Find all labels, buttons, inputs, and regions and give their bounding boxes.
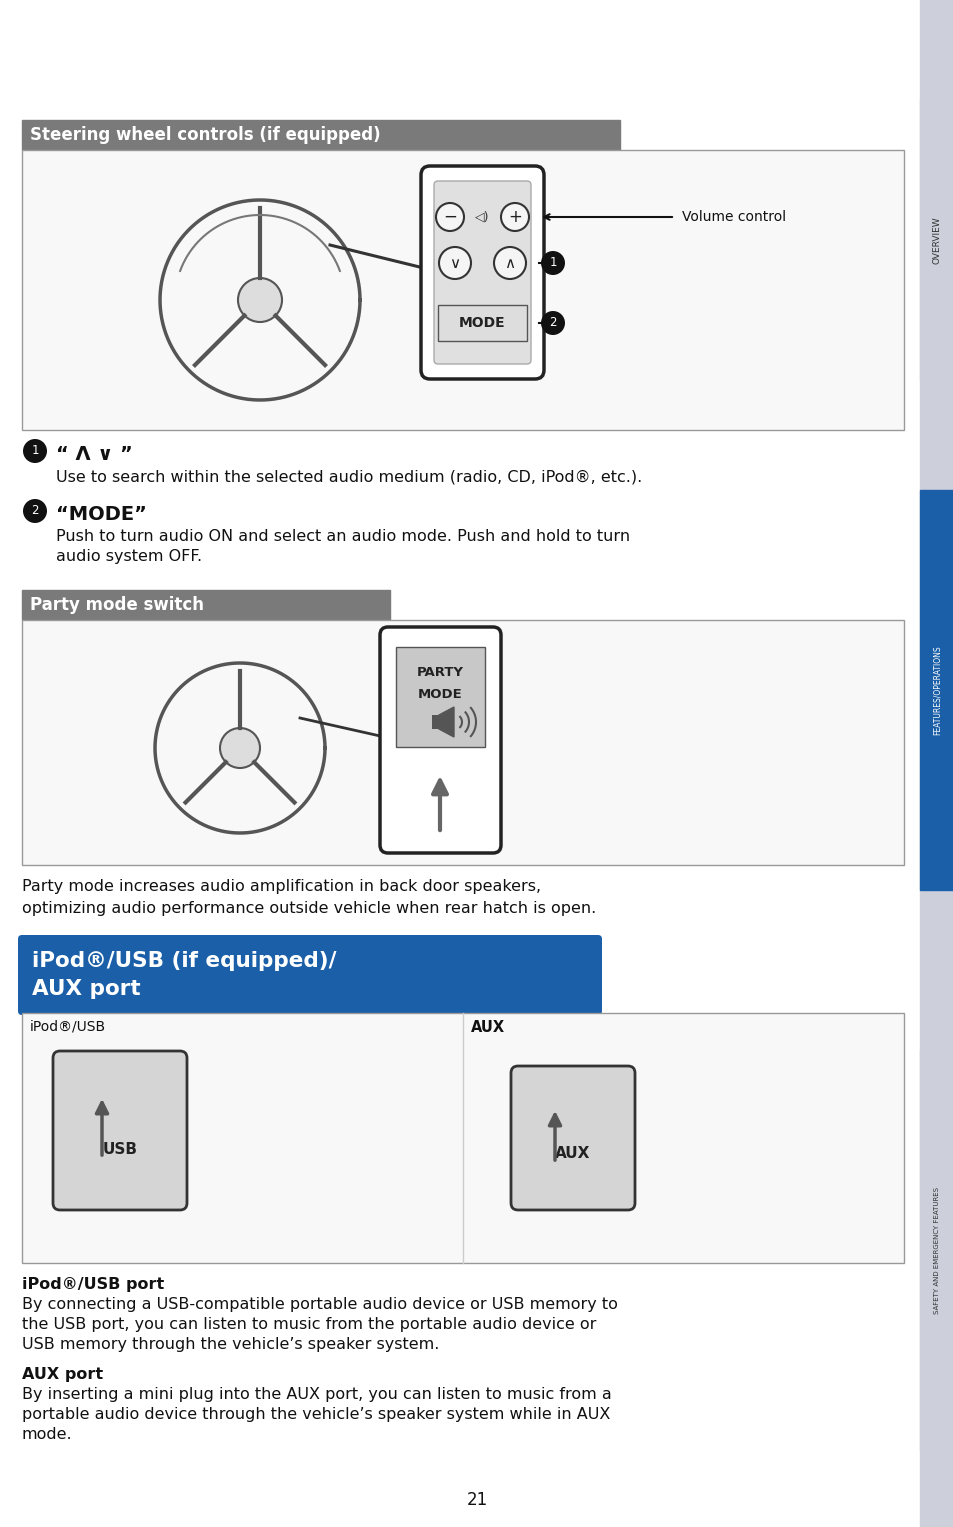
- Bar: [395, 647, 484, 747]
- Text: +: +: [508, 208, 521, 226]
- Text: mode.: mode.: [22, 1428, 72, 1441]
- Circle shape: [237, 278, 282, 322]
- Text: PARTY: PARTY: [416, 666, 463, 680]
- Text: SAFETY AND EMERGENCY FEATURES: SAFETY AND EMERGENCY FEATURES: [933, 1186, 939, 1313]
- Text: FEATURES/OPERATIONS: FEATURES/OPERATIONS: [931, 646, 941, 734]
- Circle shape: [436, 203, 463, 231]
- Text: Party mode switch: Party mode switch: [30, 596, 204, 614]
- Text: MODE: MODE: [458, 316, 505, 330]
- Text: By inserting a mini plug into the AUX port, you can listen to music from a: By inserting a mini plug into the AUX po…: [22, 1387, 611, 1402]
- Text: iPod®/USB (if equipped)/: iPod®/USB (if equipped)/: [32, 951, 336, 971]
- Bar: [919, 1051, 953, 1451]
- Text: Use to search within the selected audio medium (radio, CD, iPod®, etc.).: Use to search within the selected audio …: [56, 469, 641, 484]
- Text: ∧: ∧: [504, 257, 515, 272]
- Text: Party mode increases audio amplification in back door speakers,: Party mode increases audio amplification…: [22, 880, 540, 893]
- Text: audio system OFF.: audio system OFF.: [56, 550, 202, 563]
- Text: 2: 2: [31, 504, 39, 518]
- Bar: [22, 620, 903, 864]
- Text: iPod®/USB: iPod®/USB: [30, 1020, 106, 1034]
- Bar: [919, 490, 953, 890]
- Text: AUX: AUX: [555, 1145, 590, 1161]
- Bar: [22, 150, 903, 431]
- FancyBboxPatch shape: [420, 166, 543, 379]
- FancyBboxPatch shape: [434, 182, 531, 363]
- Text: AUX port: AUX port: [32, 979, 140, 999]
- Bar: [437, 305, 526, 341]
- Circle shape: [23, 438, 47, 463]
- Bar: [432, 715, 438, 728]
- Text: “ Λ ∨ ”: “ Λ ∨ ”: [56, 444, 132, 464]
- Circle shape: [23, 499, 47, 524]
- Text: 1: 1: [31, 444, 39, 458]
- Bar: [22, 589, 390, 620]
- Circle shape: [500, 203, 529, 231]
- Text: iPod®/USB port: iPod®/USB port: [22, 1277, 164, 1292]
- Text: Volume control: Volume control: [681, 211, 785, 224]
- Bar: [22, 121, 619, 150]
- Circle shape: [494, 247, 525, 279]
- Text: the USB port, you can listen to music from the portable audio device or: the USB port, you can listen to music fr…: [22, 1316, 596, 1332]
- Bar: [919, 0, 953, 1527]
- Text: OVERVIEW: OVERVIEW: [931, 217, 941, 264]
- Text: ◁): ◁): [475, 211, 489, 223]
- Text: AUX: AUX: [471, 1020, 504, 1034]
- FancyBboxPatch shape: [511, 1066, 635, 1209]
- Circle shape: [220, 728, 260, 768]
- Text: portable audio device through the vehicle’s speaker system while in AUX: portable audio device through the vehicl…: [22, 1406, 610, 1422]
- Text: 1: 1: [549, 257, 557, 269]
- FancyBboxPatch shape: [18, 935, 601, 1015]
- Circle shape: [540, 250, 564, 275]
- Text: USB: USB: [102, 1142, 137, 1157]
- Text: “MODE”: “MODE”: [56, 505, 147, 524]
- Polygon shape: [438, 707, 454, 738]
- Circle shape: [540, 312, 564, 334]
- Text: −: −: [442, 208, 456, 226]
- FancyBboxPatch shape: [53, 1051, 187, 1209]
- Bar: [919, 99, 953, 380]
- Text: By connecting a USB-compatible portable audio device or USB memory to: By connecting a USB-compatible portable …: [22, 1296, 618, 1312]
- Text: Push to turn audio ON and select an audio mode. Push and hold to turn: Push to turn audio ON and select an audi…: [56, 528, 630, 544]
- Text: 21: 21: [466, 1490, 487, 1509]
- Text: optimizing audio performance outside vehicle when rear hatch is open.: optimizing audio performance outside veh…: [22, 901, 596, 916]
- Text: 2: 2: [549, 316, 557, 330]
- Text: USB memory through the vehicle’s speaker system.: USB memory through the vehicle’s speaker…: [22, 1338, 439, 1351]
- Circle shape: [438, 247, 471, 279]
- Text: ∨: ∨: [449, 257, 460, 272]
- FancyBboxPatch shape: [379, 628, 500, 854]
- Text: Steering wheel controls (if equipped): Steering wheel controls (if equipped): [30, 127, 380, 144]
- Bar: [22, 1012, 903, 1263]
- Text: MODE: MODE: [417, 687, 462, 701]
- Text: AUX port: AUX port: [22, 1367, 103, 1382]
